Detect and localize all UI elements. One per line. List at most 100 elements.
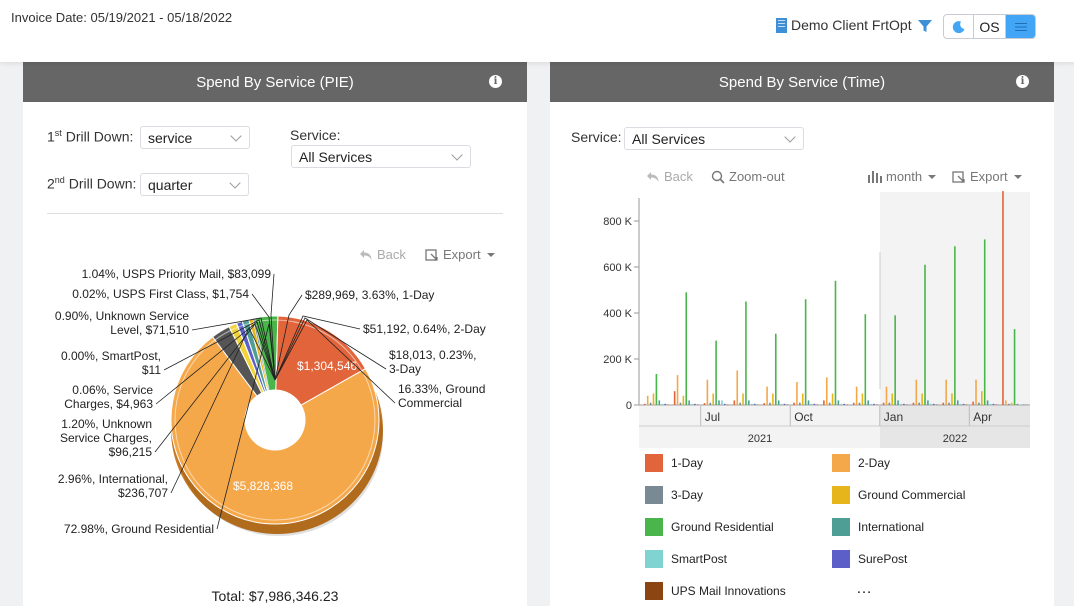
bar[interactable] — [799, 402, 801, 405]
bar[interactable] — [1010, 402, 1013, 405]
service-select[interactable]: All Services — [291, 145, 471, 168]
bar[interactable] — [644, 403, 646, 405]
bar[interactable] — [932, 403, 935, 405]
legend-item[interactable]: UPS Mail Innovations — [645, 582, 786, 600]
bar[interactable] — [843, 403, 845, 405]
bar[interactable] — [900, 403, 902, 405]
bar[interactable] — [852, 402, 855, 405]
bar[interactable] — [924, 264, 926, 405]
legend-item[interactable]: International — [832, 518, 924, 536]
bar[interactable] — [828, 402, 831, 405]
bar[interactable] — [691, 403, 693, 405]
drill2-select[interactable]: quarter — [140, 173, 249, 196]
bar[interactable] — [959, 403, 962, 405]
bar[interactable] — [685, 292, 688, 405]
bar[interactable] — [978, 402, 980, 405]
bar[interactable] — [694, 403, 696, 405]
bar[interactable] — [646, 395, 649, 405]
bar[interactable] — [873, 403, 875, 405]
bar[interactable] — [658, 400, 661, 405]
bar[interactable] — [864, 314, 867, 405]
bar[interactable] — [774, 333, 777, 405]
info-icon[interactable]: i — [1016, 75, 1029, 88]
legend-more[interactable]: … — [856, 580, 873, 597]
bar[interactable] — [649, 402, 652, 405]
bar[interactable] — [780, 403, 783, 405]
bar[interactable] — [930, 403, 932, 405]
bar[interactable] — [801, 393, 804, 406]
bar[interactable] — [813, 403, 816, 405]
bar[interactable] — [807, 400, 810, 405]
bar[interactable] — [676, 375, 679, 405]
export-button[interactable]: Export — [952, 169, 1022, 184]
bar[interactable] — [703, 403, 706, 405]
bar[interactable] — [723, 403, 726, 405]
bar[interactable] — [769, 402, 771, 405]
bar[interactable] — [962, 403, 965, 405]
bar[interactable] — [951, 393, 953, 406]
bar[interactable] — [721, 400, 723, 405]
bar[interactable] — [661, 403, 663, 405]
legend-item[interactable]: 3-Day — [645, 486, 703, 504]
bar[interactable] — [861, 393, 864, 406]
bar[interactable] — [855, 386, 858, 405]
bar[interactable] — [739, 402, 741, 405]
bar[interactable] — [706, 379, 709, 405]
bar[interactable] — [825, 377, 828, 405]
bar[interactable] — [858, 402, 861, 405]
bar[interactable] — [831, 393, 834, 406]
bar[interactable] — [1007, 403, 1010, 405]
legend-item[interactable]: 2-Day — [832, 454, 890, 472]
service-select[interactable]: All Services — [624, 127, 804, 150]
bar[interactable] — [927, 400, 929, 405]
bar[interactable] — [682, 395, 685, 405]
legend-item[interactable]: SmartPost — [645, 550, 727, 568]
legend-item[interactable]: 1-Day — [645, 454, 703, 472]
dark-mode-toggle[interactable] — [944, 15, 974, 38]
bar[interactable] — [840, 403, 843, 405]
bar[interactable] — [763, 403, 765, 405]
bar[interactable] — [718, 400, 720, 405]
bar[interactable] — [1005, 400, 1007, 405]
bar[interactable] — [918, 402, 921, 405]
legend-item[interactable]: Ground Residential — [645, 518, 774, 536]
bar[interactable] — [733, 400, 736, 405]
bar[interactable] — [709, 402, 712, 405]
bar[interactable] — [796, 382, 798, 405]
export-button[interactable]: Export — [425, 247, 495, 262]
legend-item[interactable]: SurePost — [832, 550, 907, 568]
bar[interactable] — [912, 402, 915, 405]
bar[interactable] — [1002, 191, 1004, 405]
bar[interactable] — [742, 393, 744, 406]
bar[interactable] — [948, 402, 950, 405]
period-select[interactable]: month — [868, 169, 937, 184]
bar[interactable] — [986, 400, 989, 405]
bar[interactable] — [673, 391, 676, 405]
drill1-select[interactable]: service — [140, 126, 250, 149]
list-view-toggle[interactable] — [1006, 15, 1035, 38]
bar[interactable] — [956, 400, 959, 405]
bar[interactable] — [679, 402, 682, 405]
bar[interactable] — [870, 403, 872, 405]
bar[interactable] — [992, 403, 995, 405]
bar[interactable] — [748, 400, 750, 405]
bar[interactable] — [715, 340, 717, 405]
bar[interactable] — [834, 280, 837, 405]
bar[interactable] — [804, 299, 807, 405]
back-button[interactable]: Back — [359, 247, 406, 262]
bar[interactable] — [783, 403, 786, 405]
bar[interactable] — [652, 393, 655, 406]
bar[interactable] — [867, 400, 870, 405]
legend-item[interactable]: Ground Commercial — [832, 486, 965, 504]
zoom-out-button[interactable]: Zoom-out — [711, 169, 785, 184]
bar[interactable] — [655, 373, 658, 405]
client-selector[interactable]: Demo Client FrtOpt — [776, 17, 912, 33]
bar[interactable] — [810, 403, 813, 405]
filter-icon[interactable] — [917, 18, 933, 34]
bar[interactable] — [664, 403, 666, 405]
bar[interactable] — [772, 393, 774, 406]
os-toggle[interactable]: OS — [974, 15, 1006, 38]
bar[interactable] — [882, 402, 885, 405]
bar[interactable] — [942, 402, 945, 405]
bar[interactable] — [983, 239, 986, 405]
